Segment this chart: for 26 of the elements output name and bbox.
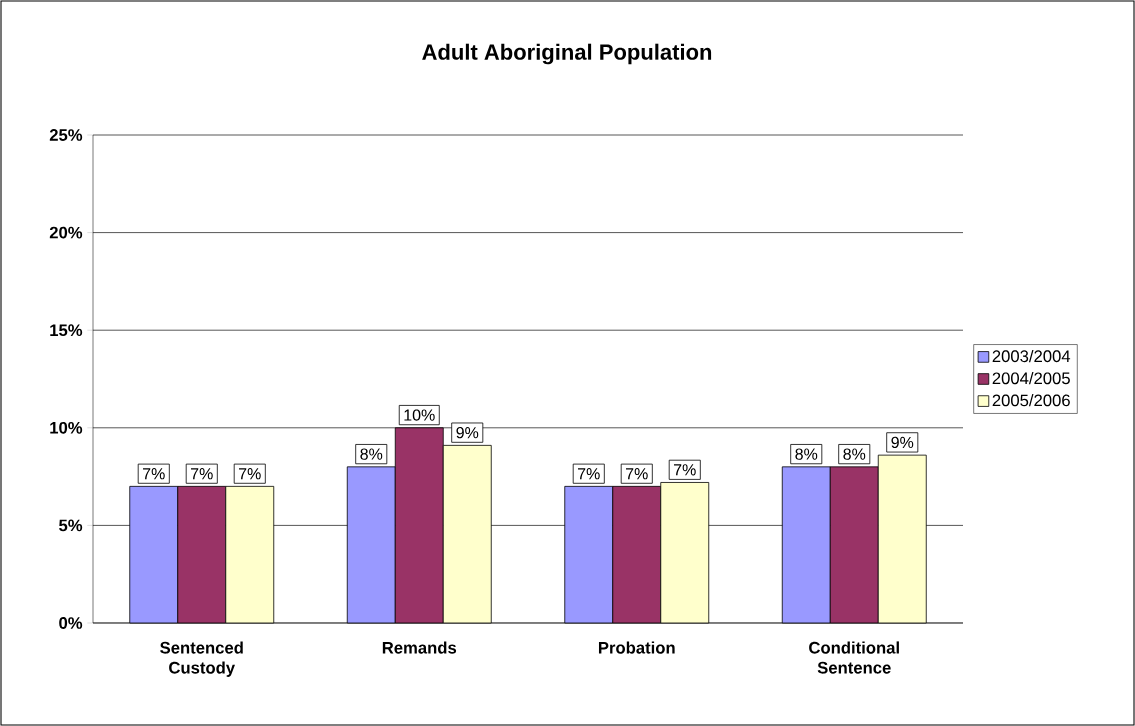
data-label: 10% bbox=[404, 409, 435, 421]
data-label: 9% bbox=[891, 436, 914, 449]
data-label: 8% bbox=[360, 448, 383, 460]
data-label: 7% bbox=[191, 468, 213, 480]
y-tick-label: 15% bbox=[50, 324, 83, 337]
chart-title: Adult Aboriginal Population bbox=[422, 43, 712, 65]
data-label: 8% bbox=[795, 448, 818, 460]
legend-label: 2005/2006 bbox=[992, 394, 1070, 407]
data-label: 8% bbox=[843, 448, 866, 460]
data-label: 7% bbox=[239, 468, 261, 480]
x-tick-label: Sentenced Custody bbox=[160, 641, 243, 677]
y-tick-label: 25% bbox=[49, 129, 83, 141]
data-label: 7% bbox=[626, 468, 648, 480]
y-tick-label: 0% bbox=[59, 617, 83, 629]
y-tick-label: 20% bbox=[49, 226, 83, 239]
x-tick-label: Remands bbox=[382, 641, 457, 654]
x-tick-label: Probation bbox=[598, 641, 675, 654]
data-label: 7% bbox=[674, 464, 696, 476]
data-label: 7% bbox=[578, 468, 600, 480]
data-label: 9% bbox=[456, 426, 479, 439]
x-tick-label: Conditional Sentence bbox=[809, 641, 899, 674]
legend-label: 2004/2005 bbox=[992, 371, 1070, 385]
legend-label: 2003/2004 bbox=[992, 349, 1071, 363]
y-tick-label: 5% bbox=[59, 519, 83, 532]
y-tick-label: 10% bbox=[50, 421, 83, 434]
data-label: 7% bbox=[143, 468, 165, 480]
